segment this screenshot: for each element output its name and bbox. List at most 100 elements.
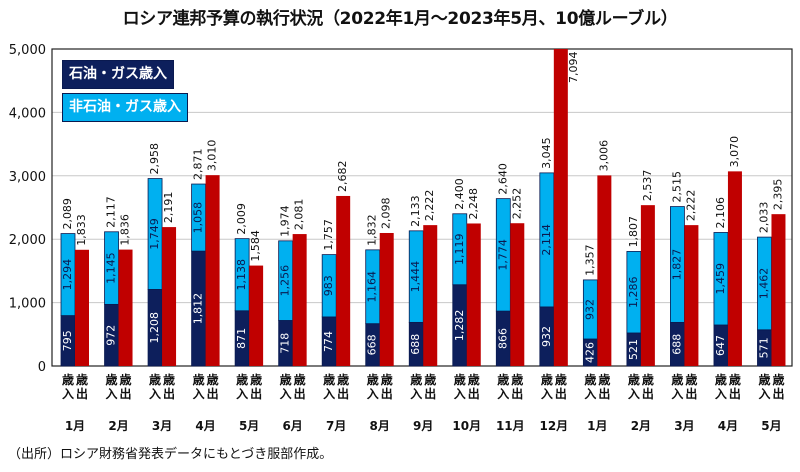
bar-sublabel: 歳 bbox=[555, 372, 567, 387]
data-label-oil-gas: 972 bbox=[105, 325, 118, 346]
data-label-revenue-total: 1,357 bbox=[583, 244, 596, 276]
data-label-expenditure: 2,252 bbox=[510, 188, 523, 220]
data-label-non-oil-gas: 1,058 bbox=[192, 202, 205, 234]
data-label-oil-gas: 426 bbox=[583, 342, 596, 363]
x-category-label: 8月 bbox=[370, 419, 390, 433]
data-label-expenditure: 2,098 bbox=[380, 197, 393, 229]
data-label-non-oil-gas: 1,145 bbox=[105, 252, 118, 284]
bar-sublabel: 歳 bbox=[584, 372, 596, 387]
bar-sublabel: 歳 bbox=[729, 372, 741, 387]
bar-sublabel: 入 bbox=[62, 387, 74, 401]
data-label-expenditure: 2,682 bbox=[336, 160, 349, 192]
data-label-oil-gas: 688 bbox=[409, 334, 422, 355]
data-label-oil-gas: 571 bbox=[757, 337, 770, 358]
data-label-expenditure: 2,395 bbox=[771, 179, 784, 211]
bar-expenditure bbox=[771, 214, 786, 366]
data-label-non-oil-gas: 2,114 bbox=[540, 224, 553, 256]
bar-sublabel: 歳 bbox=[193, 372, 205, 387]
bar-sublabel: 入 bbox=[323, 387, 335, 401]
bar-sublabel: 歳 bbox=[250, 372, 262, 387]
bar-expenditure bbox=[336, 195, 351, 366]
data-label-expenditure: 1,833 bbox=[75, 214, 88, 246]
legend-oil-gas-revenue: 石油・ガス歳入 bbox=[62, 60, 174, 89]
bar-sublabel: 入 bbox=[715, 387, 727, 401]
data-label-non-oil-gas: 932 bbox=[583, 299, 596, 320]
bar-expenditure bbox=[727, 171, 742, 366]
data-label-revenue-total: 2,089 bbox=[61, 198, 74, 230]
bar-expenditure bbox=[553, 49, 568, 366]
bar-sublabel: 出 bbox=[555, 386, 567, 401]
bar-sublabel: 歳 bbox=[598, 372, 610, 387]
x-category-label: 10月 bbox=[452, 419, 481, 433]
data-label-oil-gas: 866 bbox=[496, 328, 509, 349]
data-label-expenditure: 2,081 bbox=[293, 199, 306, 231]
bar-sublabel: 歳 bbox=[454, 372, 466, 387]
data-label-revenue-total: 2,133 bbox=[409, 195, 422, 227]
bar-expenditure bbox=[510, 223, 525, 366]
bar-expenditure bbox=[466, 223, 481, 366]
bar-sublabel: 歳 bbox=[758, 372, 770, 387]
data-label-non-oil-gas: 983 bbox=[322, 275, 335, 296]
bar-sublabel: 歳 bbox=[337, 372, 349, 387]
bar-sublabel: 出 bbox=[685, 386, 697, 401]
bar-sublabel: 歳 bbox=[163, 372, 175, 387]
data-label-non-oil-gas: 1,749 bbox=[148, 218, 161, 250]
bar-expenditure bbox=[423, 225, 438, 366]
data-label-expenditure: 3,010 bbox=[206, 140, 219, 172]
x-category-label: 9月 bbox=[413, 419, 433, 433]
bar-sublabel: 歳 bbox=[62, 372, 74, 387]
data-label-expenditure: 2,191 bbox=[162, 192, 175, 224]
data-label-revenue-total: 1,807 bbox=[627, 216, 640, 248]
bar-expenditure bbox=[684, 225, 699, 366]
bar-expenditure bbox=[379, 232, 394, 366]
bar-sublabel: 出 bbox=[511, 386, 523, 401]
data-label-non-oil-gas: 1,294 bbox=[61, 259, 74, 291]
data-label-oil-gas: 1,282 bbox=[453, 310, 466, 342]
data-label-revenue-total: 2,400 bbox=[453, 178, 466, 210]
data-label-non-oil-gas: 1,827 bbox=[670, 249, 683, 281]
data-label-non-oil-gas: 1,286 bbox=[627, 276, 640, 308]
x-category-label: 3月 bbox=[674, 419, 694, 433]
bar-sublabel: 歳 bbox=[671, 372, 683, 387]
data-label-expenditure: 1,584 bbox=[249, 230, 262, 262]
y-tick-label: 0 bbox=[38, 360, 46, 375]
bar-sublabel: 入 bbox=[193, 387, 205, 401]
x-category-label: 4月 bbox=[718, 419, 738, 433]
bar-sublabel: 歳 bbox=[468, 372, 480, 387]
x-category-label: 6月 bbox=[282, 419, 302, 433]
bar-sublabel: 出 bbox=[642, 386, 654, 401]
data-label-oil-gas: 871 bbox=[235, 328, 248, 349]
data-label-expenditure: 3,006 bbox=[597, 140, 610, 172]
bar-sublabel: 歳 bbox=[149, 372, 161, 387]
bar-sublabel: 歳 bbox=[628, 372, 640, 387]
x-category-label: 1月 bbox=[587, 419, 607, 433]
legend-non-oil-gas-revenue: 非石油・ガス歳入 bbox=[62, 93, 188, 122]
bar-sublabel: 歳 bbox=[76, 372, 88, 387]
data-label-oil-gas: 795 bbox=[61, 330, 74, 351]
x-category-label: 7月 bbox=[326, 419, 346, 433]
bar-sublabel: 入 bbox=[454, 387, 466, 401]
bar-sublabel: 歳 bbox=[120, 372, 132, 387]
data-label-non-oil-gas: 1,256 bbox=[279, 265, 292, 297]
x-category-label: 12月 bbox=[539, 419, 568, 433]
data-label-revenue-total: 2,958 bbox=[148, 143, 161, 175]
bar-sublabel: 入 bbox=[367, 387, 379, 401]
source-note: （出所）ロシア財務省発表データにもとづき服部作成。 bbox=[8, 447, 333, 462]
y-tick-label: 4,000 bbox=[9, 106, 46, 121]
bar-expenditure bbox=[249, 265, 264, 366]
data-label-revenue-total: 2,009 bbox=[235, 203, 248, 235]
bar-sublabel: 歳 bbox=[294, 372, 306, 387]
bar-sublabel: 歳 bbox=[424, 372, 436, 387]
data-label-expenditure: 2,222 bbox=[684, 190, 697, 222]
data-label-non-oil-gas: 1,444 bbox=[409, 261, 422, 293]
data-label-revenue-total: 2,106 bbox=[714, 197, 727, 229]
bar-sublabel: 歳 bbox=[236, 372, 248, 387]
bar-sublabel: 出 bbox=[250, 386, 262, 401]
y-tick-label: 3,000 bbox=[9, 170, 46, 185]
data-label-non-oil-gas: 1,138 bbox=[235, 259, 248, 291]
bar-sublabel: 歳 bbox=[207, 372, 219, 387]
data-label-expenditure: 2,222 bbox=[423, 190, 436, 222]
data-label-revenue-total: 1,974 bbox=[279, 205, 292, 237]
data-label-revenue-total: 1,832 bbox=[366, 214, 379, 246]
